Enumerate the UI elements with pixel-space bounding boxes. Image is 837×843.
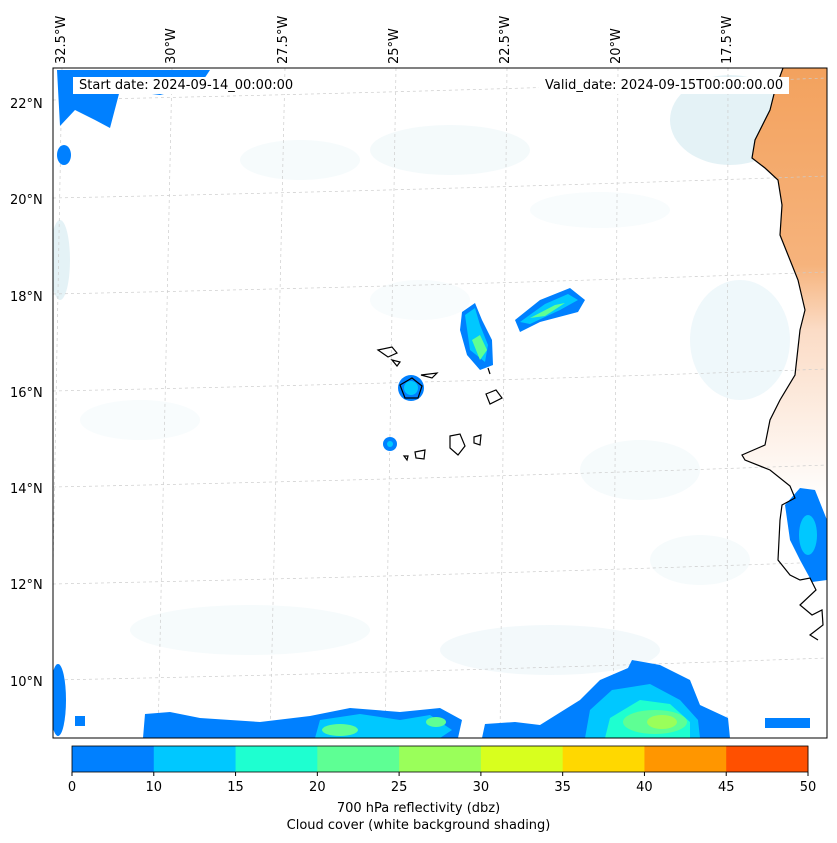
colorbar-tick-label: 50 [799, 780, 817, 795]
lon-label-17-5: 17.5°W [720, 15, 735, 64]
colorbar-frame [71, 745, 809, 773]
lat-label-10: 10°N [10, 675, 43, 690]
lat-label-14: 14°N [10, 482, 43, 497]
colorbar [71, 746, 809, 776]
lon-label-25: 25°W [387, 28, 402, 64]
graticule [53, 68, 827, 738]
cloud-cover-shading [53, 75, 790, 675]
lat-label-12: 12°N [10, 578, 43, 593]
colorbar-segment [317, 746, 400, 772]
colorbar-segment [399, 746, 482, 772]
lon-label-20: 20°W [609, 28, 624, 64]
colorbar-tick-label: 30 [472, 780, 490, 795]
colorbar-tick-label: 45 [717, 780, 735, 795]
colorbar-segment [726, 746, 809, 772]
reflectivity-echoes [53, 70, 827, 738]
colorbar-tick-label: 25 [390, 780, 408, 795]
valid-date-label: Valid_date: 2024-09-15T00:00:00.00 [539, 77, 790, 94]
lat-label-22: 22°N [10, 97, 43, 112]
colorbar-tick-label: 20 [309, 780, 326, 795]
lat-label-20: 20°N [10, 193, 43, 208]
africa-land [742, 68, 827, 505]
map-frame [52, 67, 828, 739]
coastlines [376, 68, 824, 641]
lon-label-22-5: 22.5°W [498, 15, 513, 64]
colorbar-tick-label: 35 [554, 780, 571, 795]
ocean-background [53, 68, 827, 738]
colorbar-segment [480, 746, 564, 772]
colorbar-tick-label: 40 [636, 780, 653, 795]
colorbar-label-line1: 700 hPa reflectivity (dbz) [336, 801, 501, 816]
colorbar-segment [72, 746, 155, 772]
lat-label-18: 18°N [10, 290, 43, 305]
lon-label-30: 30°W [164, 28, 179, 64]
colorbar-tick-label: 0 [67, 780, 77, 795]
colorbar-segment [562, 746, 645, 772]
colorbar-segment [153, 746, 237, 772]
colorbar-tick-label: 15 [227, 780, 244, 795]
lat-label-16: 16°N [10, 386, 43, 401]
start-date-label: Start date: 2024-09-14_00:00:00 [73, 77, 300, 94]
lon-label-32-5: 32.5°W [54, 15, 69, 64]
colorbar-segment [235, 746, 318, 772]
colorbar-label-line2: Cloud cover (white background shading) [286, 818, 551, 833]
colorbar-tick-label: 10 [145, 780, 163, 795]
colorbar-segment [644, 746, 727, 772]
lon-label-27-5: 27.5°W [276, 15, 291, 64]
